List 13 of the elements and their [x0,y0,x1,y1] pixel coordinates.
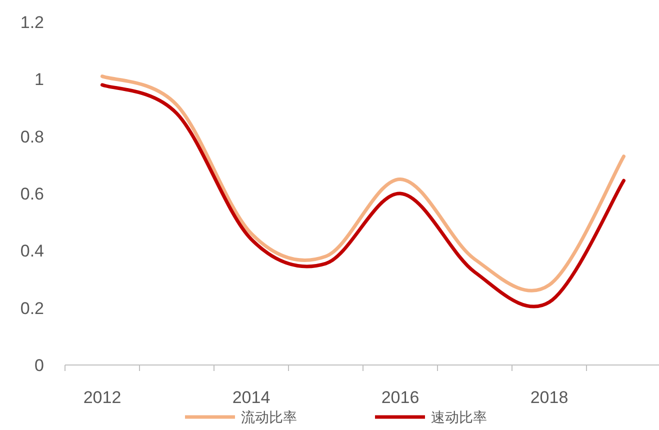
y-tick-label: 0.6 [20,184,44,204]
y-tick-label: 0 [34,356,44,375]
y-tick-label: 1.2 [20,13,44,32]
x-tick-label: 2016 [381,388,420,407]
y-tick-label: 0.4 [20,242,44,261]
x-tick-label: 2014 [232,388,270,407]
y-tick-label: 1 [34,70,44,90]
y-tick-label: 0.2 [20,298,44,318]
x-tick-label: 2018 [530,388,568,407]
x-tick-label: 2012 [83,388,122,407]
y-tick-label: 0.8 [20,127,44,146]
legend-label: 流动比率 [241,409,297,425]
legend-label: 速动比率 [431,409,487,425]
